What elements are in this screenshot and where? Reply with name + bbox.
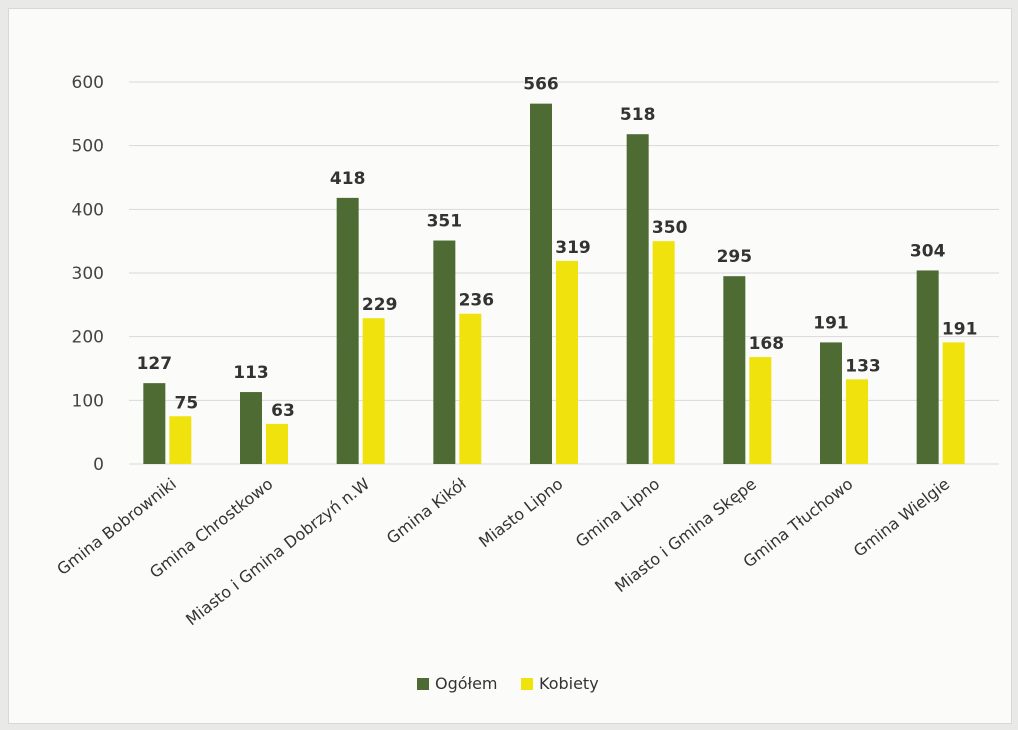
- bar-kobiety: [749, 357, 772, 464]
- y-tick-label: 200: [72, 328, 104, 348]
- data-label: 133: [845, 356, 881, 376]
- y-axis-ticks: 0 100 200 300 400 500 600: [72, 73, 104, 475]
- data-label: 350: [652, 218, 688, 238]
- bar-ogolem: [433, 240, 456, 464]
- category-label: Gmina Wielgie: [850, 474, 953, 560]
- legend-label: Ogółem: [435, 674, 498, 693]
- data-label: 127: [137, 354, 173, 374]
- y-tick-label: 400: [72, 200, 104, 220]
- category-label: Gmina Lipno: [572, 474, 663, 551]
- data-label: 75: [174, 393, 198, 413]
- bar-ogolem: [143, 383, 166, 464]
- y-tick-label: 300: [72, 264, 104, 284]
- bar-ogolem: [723, 276, 746, 464]
- data-label: 113: [233, 363, 269, 383]
- bar-ogolem: [820, 342, 842, 464]
- bar-ogolem: [626, 134, 649, 464]
- bar-ogolem: [916, 270, 939, 464]
- legend-swatch: [417, 678, 429, 690]
- data-label: 418: [330, 169, 366, 189]
- data-label: 63: [271, 401, 295, 421]
- data-label: 168: [749, 334, 785, 354]
- bar-kobiety: [459, 313, 482, 464]
- legend-label: Kobiety: [539, 674, 599, 693]
- bar-kobiety: [846, 379, 868, 464]
- legend-swatch: [521, 678, 533, 690]
- y-tick-label: 600: [72, 73, 104, 93]
- bar-kobiety: [556, 260, 578, 464]
- data-label: 304: [910, 241, 946, 261]
- bar-kobiety: [266, 423, 288, 464]
- chart-frame: 0 100 200 300 400 500 600 127 75 113 63 418 229 351 2…: [8, 8, 1012, 724]
- bars: [143, 103, 965, 464]
- y-tick-label: 500: [72, 137, 104, 157]
- bar-kobiety: [362, 318, 385, 464]
- legend: Ogółem Kobiety: [417, 674, 599, 693]
- data-label: 319: [555, 238, 591, 258]
- data-label: 295: [717, 247, 753, 267]
- data-label: 191: [942, 319, 978, 339]
- bar-ogolem: [240, 392, 262, 464]
- bar-kobiety: [169, 416, 192, 464]
- y-tick-label: 100: [72, 391, 104, 411]
- bar-kobiety: [652, 241, 675, 464]
- bar-ogolem: [530, 103, 552, 464]
- data-label: 566: [523, 75, 559, 95]
- data-label: 236: [459, 291, 495, 311]
- category-label: Miasto Lipno: [475, 474, 566, 551]
- data-label: 351: [427, 212, 463, 232]
- category-label: Gmina Kikół: [383, 474, 470, 548]
- data-label: 191: [813, 313, 849, 333]
- data-label: 229: [362, 295, 398, 315]
- category-label: Miasto i Gmina Dobrzyń n.W: [182, 474, 373, 629]
- bar-ogolem: [336, 197, 359, 464]
- y-tick-label: 0: [93, 455, 104, 475]
- bar-kobiety: [942, 342, 965, 464]
- data-label: 518: [620, 105, 656, 125]
